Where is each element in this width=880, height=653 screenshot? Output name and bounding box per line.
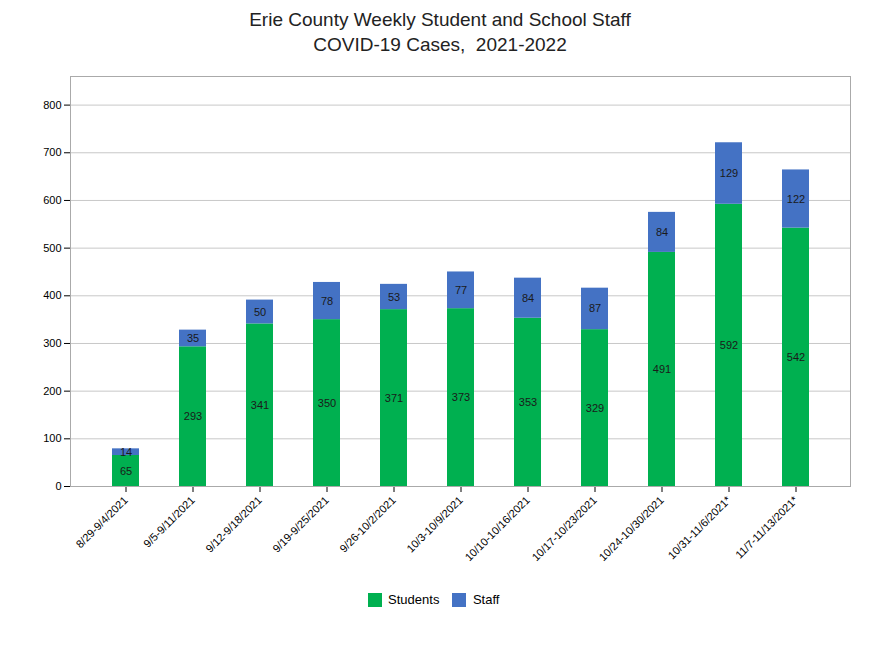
- svg-text:500: 500: [43, 242, 61, 254]
- svg-text:800: 800: [43, 99, 61, 111]
- svg-text:373: 373: [452, 391, 470, 403]
- svg-text:35: 35: [187, 332, 199, 344]
- svg-text:400: 400: [43, 290, 61, 302]
- svg-text:592: 592: [720, 339, 738, 351]
- svg-text:200: 200: [43, 385, 61, 397]
- svg-text:9/12-9/18/2021: 9/12-9/18/2021: [203, 494, 264, 555]
- svg-text:10/3-10/9/2021: 10/3-10/9/2021: [404, 494, 465, 555]
- svg-text:293: 293: [184, 411, 202, 423]
- svg-text:9/26-10/2/2021: 9/26-10/2/2021: [337, 494, 398, 555]
- svg-text:122: 122: [787, 193, 805, 205]
- svg-text:341: 341: [251, 399, 269, 411]
- svg-text:53: 53: [388, 291, 400, 303]
- svg-text:14: 14: [120, 446, 132, 458]
- html-text:Students: Students: [388, 592, 440, 608]
- svg-text:300: 300: [43, 337, 61, 349]
- svg-text:600: 600: [43, 194, 61, 206]
- svg-text:100: 100: [43, 433, 61, 445]
- svg-text:10/24-10/30/2021: 10/24-10/30/2021: [596, 494, 665, 563]
- svg-text:10/10-10/16/2021: 10/10-10/16/2021: [462, 494, 531, 563]
- svg-text:350: 350: [318, 397, 336, 409]
- svg-text:10/31-11/6/2021*: 10/31-11/6/2021*: [665, 494, 733, 562]
- html-text:Erie County Weekly Student and: Erie County Weekly Student and School St…: [249, 9, 631, 55]
- svg-text:8/29-9/4/2021: 8/29-9/4/2021: [73, 494, 129, 550]
- svg-text:329: 329: [586, 402, 604, 414]
- svg-text:65: 65: [120, 465, 132, 477]
- html-text:Staff: Staff: [472, 592, 500, 608]
- svg-text:11/7-11/13/2021*: 11/7-11/13/2021*: [733, 494, 801, 562]
- svg-text:87: 87: [589, 303, 601, 315]
- svg-text:10/17-10/23/2021: 10/17-10/23/2021: [529, 494, 598, 563]
- svg-text:491: 491: [653, 363, 671, 375]
- svg-text:78: 78: [321, 295, 333, 307]
- svg-text:353: 353: [519, 396, 537, 408]
- svg-text:0: 0: [55, 480, 61, 492]
- svg-text:84: 84: [656, 226, 668, 238]
- svg-text:700: 700: [43, 147, 61, 159]
- svg-text:77: 77: [455, 284, 467, 296]
- svg-text:50: 50: [254, 306, 266, 318]
- svg-text:371: 371: [385, 392, 403, 404]
- svg-text:129: 129: [720, 167, 738, 179]
- svg-text:84: 84: [522, 292, 534, 304]
- svg-text:9/5-9/11/2021: 9/5-9/11/2021: [141, 494, 197, 550]
- svg-text:9/19-9/25/2021: 9/19-9/25/2021: [270, 494, 331, 555]
- svg-text:542: 542: [787, 351, 805, 363]
